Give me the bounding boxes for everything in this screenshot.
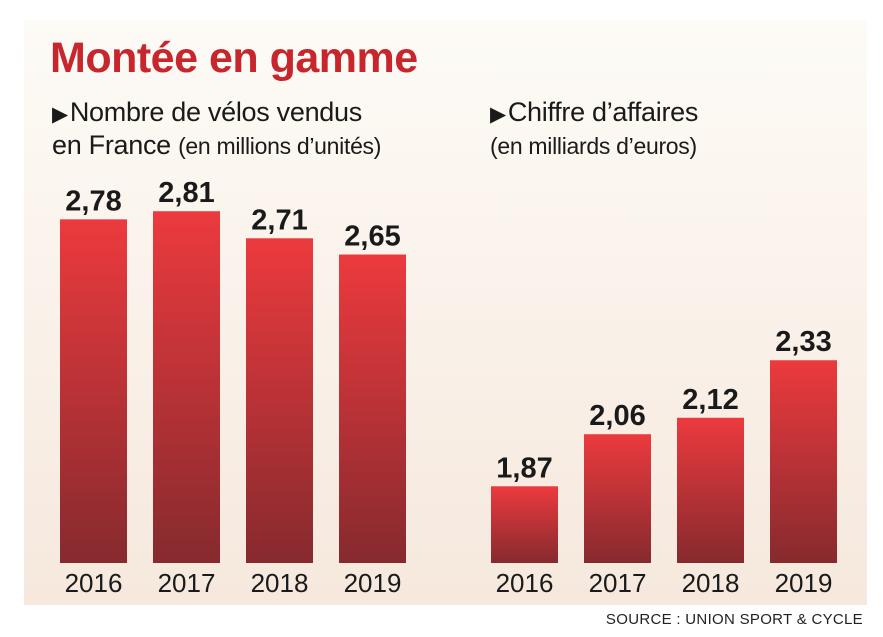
- left-year-label-2017: 2017: [158, 568, 216, 598]
- right-year-label-2019: 2019: [775, 568, 833, 598]
- right-chart-bars: 1,87 2016 2,06 2017 2,12 2018 2,33 2019: [491, 326, 837, 598]
- right-bar-2018: [677, 417, 744, 563]
- left-bar-2017: [153, 211, 220, 563]
- right-year-label-2018: 2018: [682, 568, 740, 598]
- right-year-label-2017: 2017: [589, 568, 647, 598]
- right-value-label-2017: 2,06: [589, 400, 645, 432]
- left-year-label-2019: 2019: [344, 568, 402, 598]
- right-bar-2016: [491, 486, 558, 563]
- right-chart-subtitle: ▶Chiffre d’affaires (en milliards d’euro…: [490, 97, 698, 162]
- right-bar-2019: [770, 360, 837, 563]
- right-value-label-2016: 1,87: [496, 452, 552, 484]
- right-value-label-2019: 2,33: [775, 326, 831, 358]
- source-note: SOURCE : UNION SPORT & CYCLE: [605, 611, 863, 628]
- left-year-label-2016: 2016: [65, 568, 123, 598]
- left-year-label-2018: 2018: [251, 568, 309, 598]
- left-value-label-2016: 2,78: [65, 185, 121, 217]
- triangle-bullet-icon: ▶: [490, 103, 506, 126]
- left-bar-2018: [246, 238, 313, 563]
- left-subtitle-line1: Nombre de vélos vendus: [69, 97, 362, 127]
- left-chart-subtitle: ▶Nombre de vélos vendus en France (en mi…: [52, 97, 381, 162]
- left-value-label-2018: 2,71: [251, 204, 307, 236]
- right-subtitle-unit: (en milliards d’euros): [490, 133, 697, 159]
- right-year-label-2016: 2016: [496, 568, 554, 598]
- chart-title: Montée en gamme: [50, 34, 418, 82]
- right-bar-2017: [584, 434, 651, 563]
- left-subtitle-line2: en France: [52, 130, 171, 160]
- left-value-label-2017: 2,81: [158, 177, 214, 209]
- left-subtitle-unit: (en millions d’unités): [178, 133, 382, 159]
- left-chart-bars: 2,78 2016 2,81 2017 2,71 2018 2,65 2019: [60, 177, 406, 598]
- left-value-label-2019: 2,65: [344, 221, 400, 253]
- left-bar-2019: [339, 254, 406, 564]
- triangle-bullet-icon: ▶: [52, 103, 68, 126]
- right-value-label-2018: 2,12: [682, 384, 738, 416]
- left-bar-2016: [60, 219, 127, 563]
- right-subtitle-line1: Chiffre d’affaires: [507, 97, 699, 127]
